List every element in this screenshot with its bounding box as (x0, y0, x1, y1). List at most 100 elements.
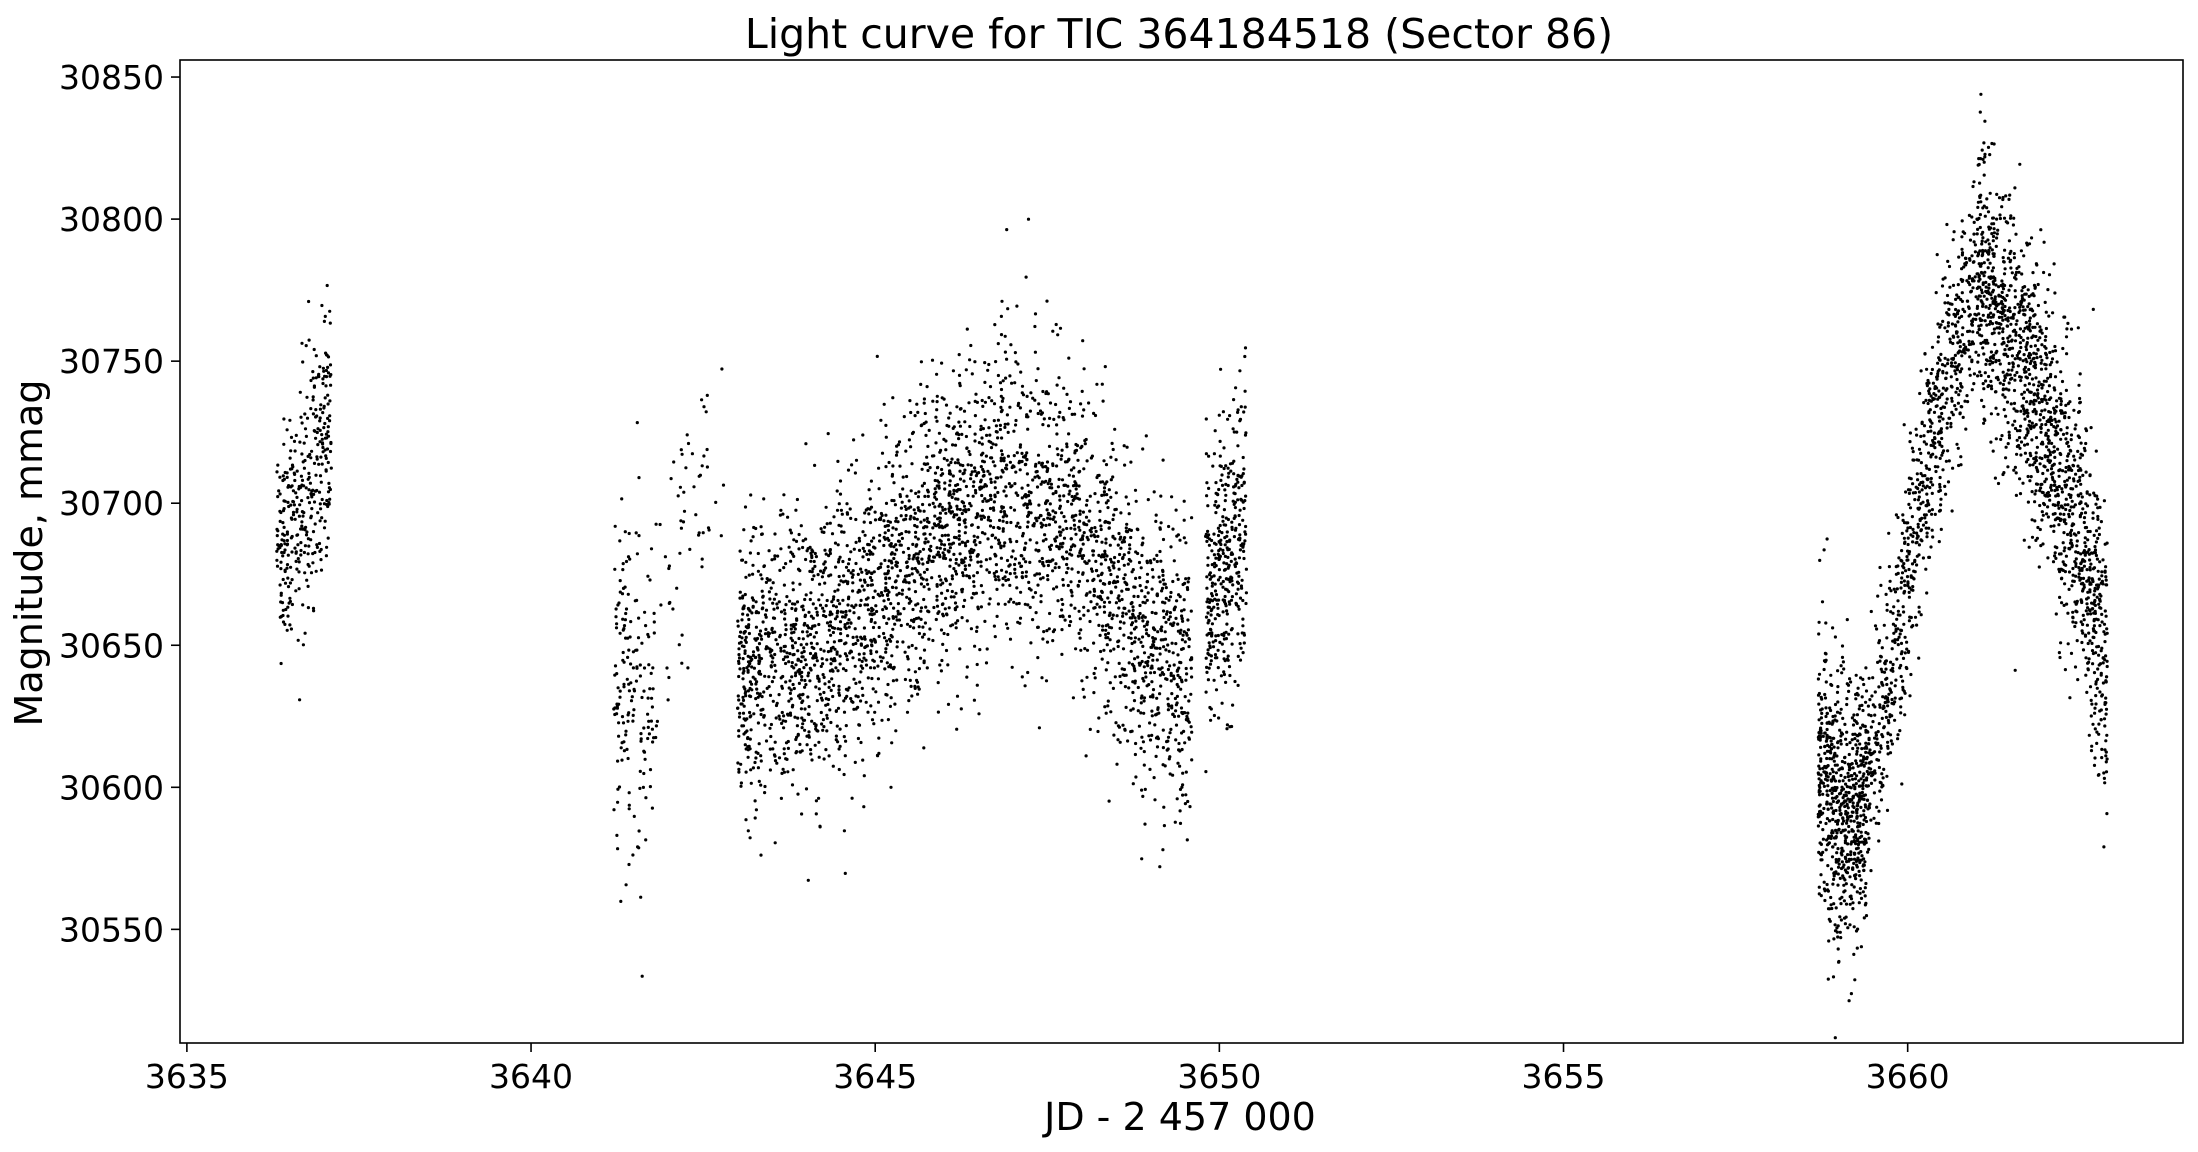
data-point (957, 433, 961, 437)
data-point (872, 659, 876, 663)
data-point (915, 680, 920, 684)
data-point (1117, 531, 1121, 536)
data-point (1186, 711, 1190, 715)
data-point (1112, 733, 1116, 737)
data-point (749, 694, 753, 699)
data-point (766, 631, 770, 635)
data-point (889, 785, 893, 789)
data-point (845, 511, 849, 515)
data-point (1902, 579, 1906, 583)
data-point (1015, 539, 1019, 544)
data-point (321, 381, 325, 386)
data-point (324, 384, 328, 388)
data-point (847, 595, 851, 599)
data-point (905, 474, 909, 479)
data-point (961, 559, 965, 563)
data-point (1023, 684, 1027, 688)
data-point (315, 488, 319, 493)
data-point (644, 624, 648, 628)
data-point (903, 677, 908, 682)
data-point (736, 619, 740, 623)
data-point (833, 617, 838, 621)
data-point (627, 648, 631, 652)
data-point (1826, 907, 1831, 911)
data-point (1036, 474, 1040, 478)
data-point (919, 609, 923, 613)
data-point (1831, 845, 1835, 849)
data-point (1104, 628, 1108, 632)
data-point (1111, 613, 1115, 617)
data-point (960, 511, 964, 516)
data-point (1026, 217, 1031, 221)
data-point (1225, 612, 1229, 616)
data-point (943, 487, 947, 491)
data-point (1842, 916, 1847, 920)
data-point (940, 602, 945, 607)
data-point (974, 591, 979, 595)
data-point (737, 674, 741, 679)
data-point (1108, 681, 1112, 685)
data-point (917, 561, 921, 565)
data-point (1964, 427, 1968, 431)
data-point (647, 635, 651, 639)
data-point (312, 492, 316, 496)
data-point (1098, 518, 1102, 522)
data-point (954, 626, 958, 630)
data-point (1243, 346, 1248, 350)
data-point (667, 675, 671, 680)
data-point (1067, 614, 1072, 619)
data-point (751, 766, 756, 770)
data-point (866, 583, 870, 588)
data-point (1225, 534, 1229, 538)
data-point (975, 683, 979, 687)
data-point (931, 638, 935, 643)
data-point (1839, 851, 1843, 855)
data-point (313, 522, 317, 526)
data-point (771, 630, 775, 635)
data-point (915, 525, 919, 529)
data-point (1146, 591, 1150, 595)
data-point (759, 712, 763, 717)
data-point (854, 681, 858, 686)
data-point (829, 720, 833, 725)
data-point (1088, 619, 1092, 624)
data-point (823, 581, 827, 585)
data-point (295, 533, 299, 537)
data-point (867, 512, 871, 516)
data-point (1841, 816, 1845, 821)
data-point (885, 643, 889, 647)
data-point (999, 387, 1004, 392)
data-point (749, 781, 753, 785)
data-point (1000, 505, 1004, 509)
data-point (852, 547, 856, 551)
data-point (866, 608, 871, 612)
data-point (315, 543, 319, 547)
data-point (1161, 848, 1165, 852)
data-point (1080, 444, 1084, 448)
data-point (925, 567, 929, 572)
data-point (838, 654, 842, 658)
data-point (987, 602, 991, 606)
data-point (324, 454, 328, 458)
data-point (1034, 611, 1038, 615)
data-point (1234, 592, 1238, 596)
data-point (616, 759, 620, 763)
data-point (614, 626, 619, 630)
data-point (962, 409, 967, 413)
data-point (1855, 733, 1859, 738)
data-point (1137, 724, 1141, 728)
data-point (1839, 936, 1843, 940)
data-point (1846, 926, 1850, 930)
data-point (971, 550, 975, 555)
data-point (1845, 730, 1849, 734)
data-point (307, 299, 311, 304)
data-point (854, 458, 859, 462)
data-point (870, 583, 875, 587)
data-point (1132, 699, 1137, 703)
data-point (967, 563, 972, 567)
data-point (1142, 624, 1146, 628)
data-point (1175, 573, 1179, 577)
data-point (969, 558, 973, 562)
data-point (1858, 770, 1862, 774)
data-point (850, 699, 854, 703)
